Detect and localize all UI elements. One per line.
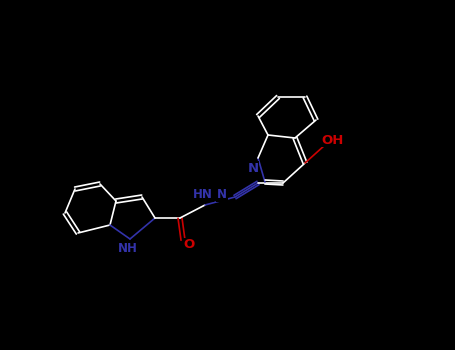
Text: OH: OH bbox=[322, 133, 344, 147]
Text: N: N bbox=[248, 161, 258, 175]
Text: NH: NH bbox=[118, 243, 138, 256]
Text: HN: HN bbox=[193, 189, 213, 202]
Text: N: N bbox=[217, 189, 227, 202]
Text: O: O bbox=[183, 238, 195, 252]
